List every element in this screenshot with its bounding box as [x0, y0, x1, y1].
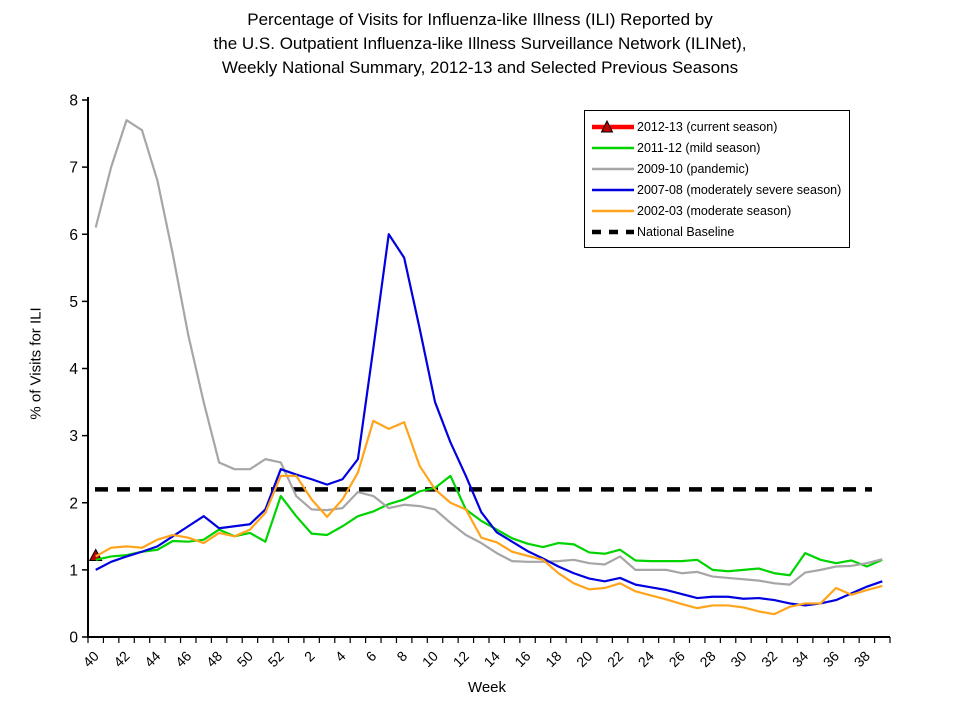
legend-triangle-marker-icon: [600, 119, 614, 132]
x-tick-label: 12: [450, 648, 472, 670]
legend-label: 2012-13 (current season): [637, 119, 778, 134]
chart-title-line-2: the U.S. Outpatient Influenza-like Illne…: [213, 34, 747, 53]
legend-label: 2002-03 (moderate season): [637, 203, 792, 218]
legend-swatch-line: [592, 119, 634, 132]
x-tick-label: 10: [419, 648, 441, 670]
legend-item-2: 2009-10 (pandemic): [591, 158, 841, 179]
legend-swatch-line: [592, 167, 634, 170]
x-tick-label: 28: [696, 648, 718, 670]
x-tick-label: 18: [542, 648, 564, 670]
x-tick-label: 16: [511, 648, 533, 670]
x-tick-label: 22: [604, 648, 626, 670]
x-tick-label: 48: [203, 648, 225, 670]
x-tick-label: 42: [110, 648, 132, 670]
y-tick-label: 7: [69, 160, 78, 177]
x-tick-label: 52: [265, 648, 287, 670]
x-tick-label: 4: [332, 648, 349, 665]
y-tick-label: 2: [69, 495, 78, 512]
legend-item-0: 2012-13 (current season): [591, 116, 841, 137]
chart-title: Percentage of Visits for Influenza-like …: [0, 8, 960, 80]
y-tick-label: 8: [69, 93, 78, 110]
x-tick-label: 8: [393, 648, 410, 665]
legend-label: National Baseline: [637, 224, 735, 239]
x-axis-title: Week: [467, 679, 507, 696]
legend-item-1: 2011-12 (mild season): [591, 137, 841, 158]
x-tick-label: 24: [635, 648, 657, 670]
x-tick-label: 32: [758, 648, 780, 670]
x-tick-label: 30: [727, 648, 749, 670]
y-tick-label: 1: [69, 562, 78, 579]
x-tick-label: 40: [80, 648, 102, 670]
y-tick-label: 6: [69, 227, 78, 244]
series-line-2009-10: [94, 119, 883, 586]
x-tick-label: 14: [481, 648, 503, 670]
legend-swatch-line: [592, 188, 634, 191]
x-tick-label: 2: [301, 648, 318, 665]
x-tick-label: 34: [789, 648, 811, 670]
series-line-2007-08: [95, 233, 883, 607]
chart-legend: 2012-13 (current season) 2011-12 (mild se…: [584, 110, 851, 248]
x-tick-label: 46: [172, 648, 194, 670]
legend-label: 2009-10 (pandemic): [637, 161, 749, 176]
x-tick-label: 6: [363, 648, 380, 665]
x-tick-label: 26: [666, 648, 688, 670]
legend-swatch-dashed-line: [592, 229, 634, 234]
y-tick-label: 5: [69, 294, 78, 311]
x-tick-label: 50: [234, 648, 256, 670]
x-tick-label: 20: [573, 648, 595, 670]
x-tick-label: 44: [141, 648, 163, 670]
legend-swatch-line: [592, 146, 634, 149]
series-line-2002-03: [95, 419, 883, 616]
legend-item-5: National Baseline: [591, 221, 841, 242]
legend-item-3: 2007-08 (moderately severe season): [591, 179, 841, 200]
legend-item-4: 2002-03 (moderate season): [591, 200, 841, 221]
legend-label: 2007-08 (moderately severe season): [637, 182, 842, 197]
y-tick-label: 0: [69, 630, 78, 647]
y-tick-label: 4: [69, 361, 78, 378]
x-tick-label: 38: [851, 648, 873, 670]
y-tick-label: 3: [69, 428, 78, 445]
chart-title-line-1: Percentage of Visits for Influenza-like …: [247, 10, 713, 29]
series-line-2011-12: [95, 474, 883, 577]
x-tick-label: 36: [820, 648, 842, 670]
legend-swatch-line: [592, 209, 634, 212]
legend-label: 2011-12 (mild season): [637, 140, 761, 155]
chart-title-line-3: Weekly National Summary, 2012-13 and Sel…: [221, 58, 739, 77]
